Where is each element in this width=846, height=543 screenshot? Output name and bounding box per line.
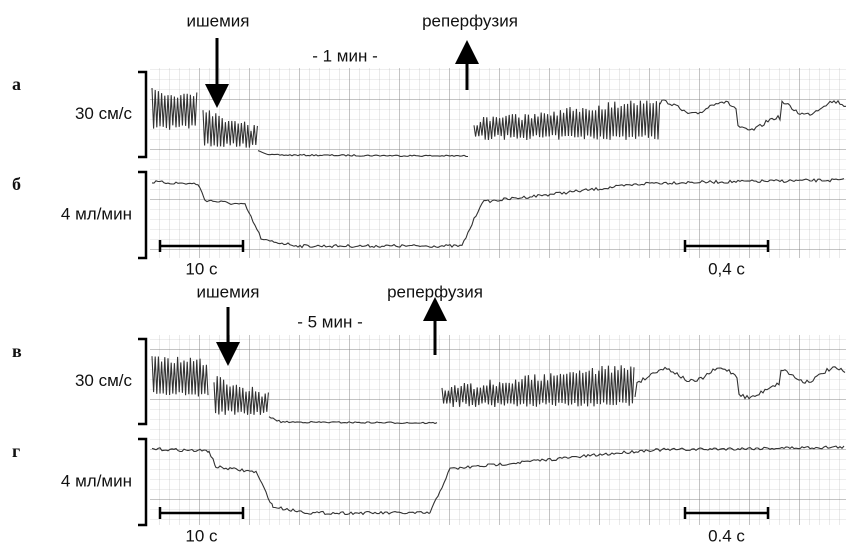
time-scale-label: 10 с: [185, 526, 218, 543]
figure: ишемия - 1 мин - реперфузия а 30 см/с б 4 мл/м…: [0, 0, 846, 543]
scale-label: 30 см/с: [75, 104, 133, 123]
scale-bracket: [138, 439, 146, 525]
reperfusion-label: реперфузия: [422, 11, 518, 30]
ischemia-label: ишемия: [197, 282, 260, 301]
grid-paper: [150, 68, 846, 258]
panel: ишемия - 1 мин - реперфузия а 30 см/с б 4 мл/м…: [12, 11, 846, 278]
trace-letter: а: [12, 74, 21, 94]
scale-label: 4 мл/мин: [61, 204, 132, 223]
trace-letter: в: [12, 341, 22, 361]
panel: ишемия - 5 мин - реперфузия в 30 см/с г 4 мл/м…: [12, 282, 846, 543]
ischemia-label: ишемия: [187, 11, 250, 30]
reperfusion-label: реперфузия: [387, 282, 483, 301]
scale-label: 30 см/с: [75, 371, 133, 390]
trace-letter: г: [12, 441, 20, 461]
scale-bracket: [138, 72, 146, 157]
time-scale-label: 0.4 с: [708, 526, 745, 543]
grid-paper: [150, 335, 846, 525]
panels: ишемия - 1 мин - реперфузия а 30 см/с б 4 мл/м…: [12, 11, 846, 543]
scale-label: 4 мл/мин: [61, 471, 132, 490]
time-scale-label: 0,4 с: [708, 259, 745, 278]
scale-bracket: [138, 172, 146, 258]
time-scale-label: 10 с: [185, 259, 218, 278]
trace-letter: б: [12, 174, 21, 194]
interval-label: - 1 мин -: [312, 46, 378, 65]
scale-bracket: [138, 339, 146, 424]
interval-label: - 5 мин -: [297, 312, 363, 331]
